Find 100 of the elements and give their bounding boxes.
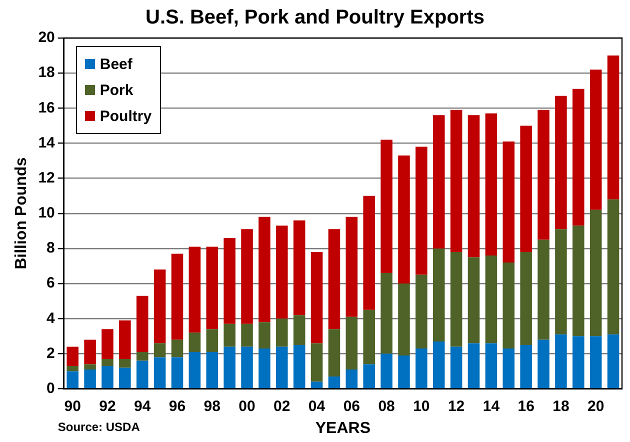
bar xyxy=(520,252,532,345)
bar xyxy=(450,346,462,388)
bar xyxy=(119,320,131,359)
bar xyxy=(555,334,567,388)
bar xyxy=(328,376,340,388)
bar xyxy=(590,336,602,388)
bar xyxy=(555,229,567,334)
bar xyxy=(363,310,375,364)
legend-label: Beef xyxy=(100,56,132,72)
bar xyxy=(485,255,498,344)
legend-label: Pork xyxy=(100,82,134,98)
bar xyxy=(502,348,515,388)
bar xyxy=(84,370,96,388)
y-tick-label: 18 xyxy=(38,64,55,82)
bar xyxy=(136,352,148,361)
bar xyxy=(590,210,602,336)
x-axis-title: YEARS xyxy=(315,420,371,437)
bar xyxy=(84,364,96,370)
source-note: Source: USDA xyxy=(58,420,140,434)
bar xyxy=(450,252,462,347)
x-tick-label: 12 xyxy=(448,398,465,415)
y-tick-label: 2 xyxy=(46,344,55,362)
bar xyxy=(468,257,480,344)
bar xyxy=(432,341,445,388)
bar xyxy=(363,364,375,388)
bar xyxy=(398,156,410,284)
bar xyxy=(346,316,358,370)
chart-title: U.S. Beef, Pork and Poultry Exports xyxy=(146,6,484,29)
bar xyxy=(293,344,306,388)
bar xyxy=(485,343,498,388)
bar xyxy=(102,358,114,366)
x-tick-label: 98 xyxy=(204,398,220,415)
bar xyxy=(171,357,184,388)
x-tick-label: 00 xyxy=(238,398,256,415)
bar xyxy=(572,336,584,388)
bar xyxy=(241,324,253,347)
x-tick-label: 96 xyxy=(168,398,186,415)
bar xyxy=(293,315,306,345)
bar xyxy=(538,110,550,240)
x-tick-label: 16 xyxy=(518,398,534,415)
bar xyxy=(468,343,480,388)
bar xyxy=(398,284,410,356)
bar xyxy=(555,96,567,230)
x-tick-label: 04 xyxy=(308,398,326,415)
y-tick-label: 16 xyxy=(38,99,55,116)
bar xyxy=(241,229,253,324)
bar xyxy=(258,348,270,388)
bar xyxy=(276,346,288,388)
y-tick-label: 0 xyxy=(46,380,55,397)
bar xyxy=(346,370,358,388)
x-tick-label: 08 xyxy=(378,398,395,415)
bar xyxy=(188,246,201,333)
bar xyxy=(380,273,392,354)
bar xyxy=(206,352,218,388)
x-tick-label: 20 xyxy=(587,398,604,415)
x-tick-label: 10 xyxy=(413,398,430,415)
bar xyxy=(468,115,480,258)
x-tick-label: 90 xyxy=(64,398,81,415)
bar xyxy=(171,340,184,358)
x-tick-label: 02 xyxy=(274,398,290,415)
bar xyxy=(293,220,306,316)
bar xyxy=(607,199,620,334)
bar xyxy=(590,70,602,210)
bar xyxy=(502,141,515,263)
bar xyxy=(154,270,166,344)
bar xyxy=(188,352,201,388)
x-tick-label: 06 xyxy=(343,398,360,415)
bar xyxy=(206,329,218,352)
bar xyxy=(66,371,78,388)
bar xyxy=(328,329,340,377)
bar xyxy=(520,344,532,388)
bar xyxy=(416,146,428,275)
bar xyxy=(572,88,584,226)
y-tick-label: 10 xyxy=(38,204,55,222)
bar xyxy=(450,110,462,252)
bar xyxy=(416,274,428,348)
bar xyxy=(258,322,270,348)
bar xyxy=(398,355,410,388)
bar xyxy=(276,226,288,319)
y-tick-label: 20 xyxy=(38,29,55,46)
bar xyxy=(241,346,253,388)
bar xyxy=(188,332,201,352)
bar xyxy=(363,196,375,310)
bar xyxy=(416,348,428,388)
bar xyxy=(485,113,498,256)
y-tick-label: 14 xyxy=(38,134,56,152)
bar xyxy=(224,324,236,347)
y-tick-label: 6 xyxy=(46,274,55,292)
bar xyxy=(206,246,218,330)
bar xyxy=(502,262,515,348)
bar xyxy=(119,368,131,388)
bar xyxy=(84,340,96,364)
bar xyxy=(224,238,236,324)
bar xyxy=(276,318,288,347)
bar xyxy=(328,229,340,330)
bar xyxy=(380,354,392,388)
bar xyxy=(538,340,550,388)
x-tick-label: 18 xyxy=(552,398,570,415)
bar xyxy=(66,346,78,366)
bar xyxy=(572,226,584,336)
